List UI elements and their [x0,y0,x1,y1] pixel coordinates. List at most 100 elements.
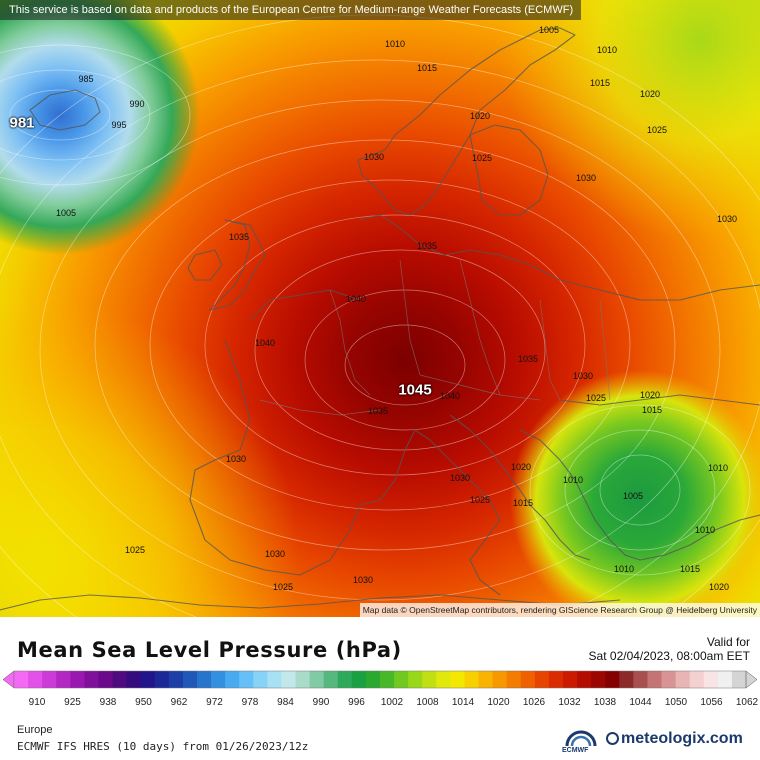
isobar-label: 1025 [124,545,146,555]
color-swatch [436,671,451,688]
isobar-label: 995 [111,120,127,130]
ecmwf-logo [565,730,597,747]
color-swatch [647,671,662,688]
chart-title: Mean Sea Level Pressure (hPa) [17,638,402,662]
isobar-label: 1020 [510,462,532,472]
color-swatch [534,671,550,688]
color-swatch [703,671,719,688]
color-swatch [351,671,367,688]
isobar-label: 1010 [694,525,716,535]
scale-tick-label: 972 [206,697,223,708]
isobar-label: 1010 [596,45,618,55]
isobar-label: 1010 [707,463,729,473]
color-swatch [253,671,268,688]
color-swatch [408,671,423,688]
isobar-label: 1025 [471,153,493,163]
color-swatch [337,671,353,688]
color-swatch [309,671,325,688]
color-swatch [56,671,71,688]
valid-date: Sat 02/04/2023, 08:00am EET [588,649,750,663]
isobar-label: 1030 [264,549,286,559]
color-swatch [267,671,282,688]
color-swatch [506,671,522,688]
color-swatch [548,671,564,688]
color-swatch [661,671,677,688]
meteologix-brand: meteologix.com [621,730,743,747]
color-swatch [478,671,494,688]
isobar-label: 1040 [439,391,461,401]
color-swatch [520,671,536,688]
isobar-label: 1025 [585,393,607,403]
legend-panel [0,617,760,760]
isobar-label: 1005 [55,208,77,218]
color-scale-bar [2,670,758,689]
isobar-label: 1025 [646,125,668,135]
isobar-label: 1030 [363,152,385,162]
isobar-label: 1010 [384,39,406,49]
color-swatch [168,671,184,688]
scale-tick-label: 990 [312,697,330,708]
color-swatch [591,671,606,688]
color-swatch [42,671,57,688]
isobar-label: 1030 [575,173,597,183]
isobar-label: 1015 [416,63,438,73]
color-swatch [70,671,85,688]
isobar-label: 1005 [622,491,644,501]
scale-tick-label: 1062 [735,697,759,708]
scale-tick-label: 1026 [522,697,546,708]
color-swatch [323,671,339,688]
color-swatch [281,671,296,688]
isobar-label: 1015 [641,405,663,415]
color-scale-frame [13,670,747,689]
color-swatch [14,671,29,688]
color-swatch [422,671,437,688]
color-swatch [563,671,578,688]
scale-tick-label: 1038 [593,697,617,708]
isobar-label: 1030 [225,454,247,464]
isobar-label: 1015 [512,498,534,508]
color-swatch [239,671,254,688]
color-swatch [619,671,634,688]
map-attribution: Map data © OpenStreetMap contributors, r… [359,603,760,617]
scale-tick-label: 1002 [380,697,404,708]
scale-tick-label: 978 [241,697,259,708]
color-swatch [365,671,381,688]
meteologix-logo[interactable]: meteologix.com [606,730,743,748]
isobar-label: 1030 [352,575,374,585]
scale-tick-label: 962 [170,697,188,708]
isobar-label: 1035 [367,406,389,416]
color-swatch [492,671,508,688]
color-swatch [98,671,113,688]
color-swatch [717,671,733,688]
isobar-label: 1040 [254,338,276,348]
isobar-label: 1030 [716,214,738,224]
isobar-label: 1010 [562,475,584,485]
low-center-label: 981 [9,114,35,132]
color-swatch [464,671,479,688]
scale-tick-label: 1008 [416,697,439,708]
isobar-label: 1035 [416,241,438,251]
color-swatch [577,671,592,688]
model-run-label: ECMWF IFS HRES (10 days) from 01/26/2023… [17,740,309,753]
color-swatch [225,671,240,688]
high-center-label: 1045 [398,381,432,399]
scale-tick-label: 938 [99,697,117,708]
scale-tick-label: 1044 [629,697,652,708]
scale-tick-label: 1020 [487,697,510,708]
color-swatch [182,671,198,688]
scale-tick-label: 1032 [558,697,581,708]
scale-tick-label: 910 [28,697,46,708]
scale-min-arrow [2,670,15,689]
isobar-label: 1035 [517,354,539,364]
color-swatch [605,671,620,688]
isobar-label: 1025 [469,495,491,505]
isobar-label: 1020 [639,390,661,400]
color-swatch [112,671,128,688]
region-label: Europe [17,724,53,736]
isobar-label: 985 [78,74,94,84]
scale-tick-label: 925 [64,697,81,708]
color-swatch [211,671,226,688]
isobar-label: 1020 [639,89,661,99]
scale-tick-label: 1014 [451,697,475,708]
isobar-label: 1020 [469,111,491,121]
